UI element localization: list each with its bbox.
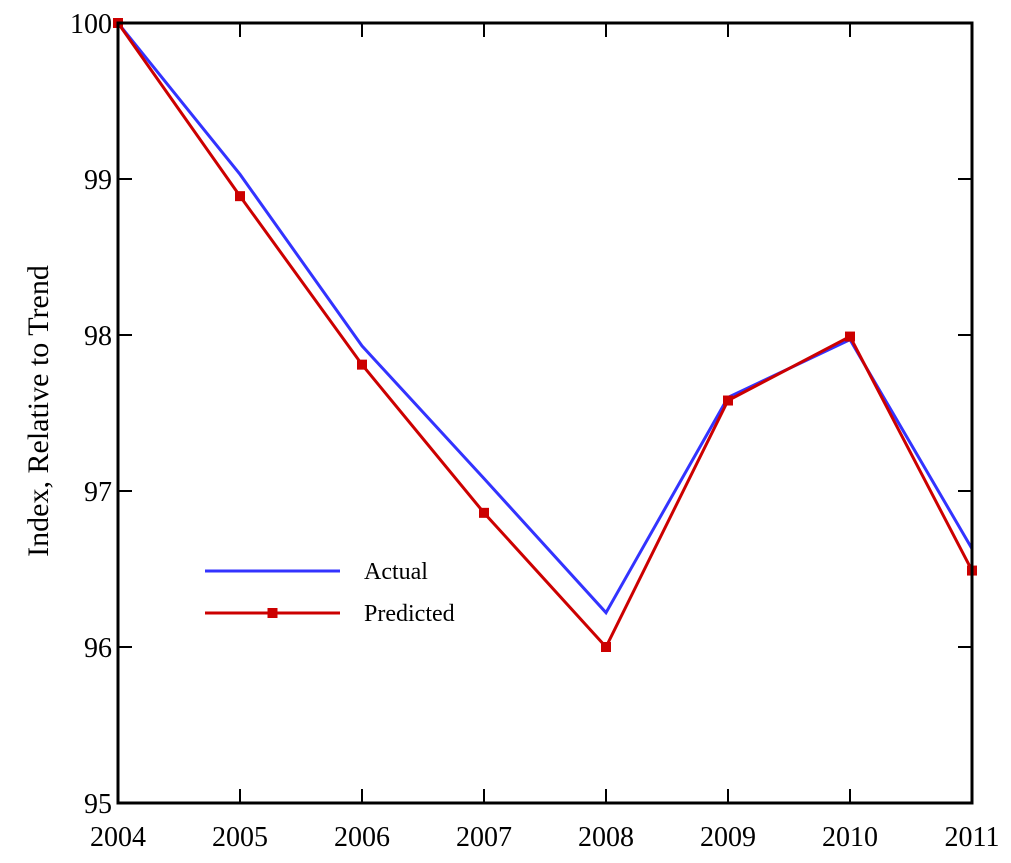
series-marker-predicted: [601, 642, 611, 652]
y-tick-label: 98: [84, 321, 112, 352]
series-line-actual: [116, 22, 974, 616]
series-marker-predicted: [479, 507, 489, 518]
series-line-predicted: [116, 22, 974, 650]
x-tick-label: 2005: [212, 822, 268, 853]
x-tick-label: 2009: [700, 822, 756, 853]
legend-marker-predicted: [267, 608, 278, 618]
x-axis: 2004 2005 2006 2007 2008 2009 2010 2011: [90, 23, 999, 853]
x-tick-label: 2008: [578, 822, 634, 853]
y-tick-label: 96: [84, 633, 112, 664]
y-tick-label: 95: [84, 789, 112, 820]
legend: Actual Predicted: [205, 559, 455, 627]
y-axis-title: Index, Relative to Trend: [22, 265, 55, 557]
y-axis: 95 96 97 98 99 100: [70, 9, 972, 820]
series-marker-predicted: [723, 395, 733, 406]
y-tick-label: 100: [70, 9, 112, 40]
x-tick-label: 2006: [334, 822, 390, 853]
y-tick-label: 99: [84, 165, 112, 196]
legend-label-actual: Actual: [364, 559, 428, 585]
x-tick-label: 2010: [822, 822, 878, 853]
y-tick-label: 97: [84, 477, 112, 508]
plot-area: [113, 18, 977, 652]
series-marker-predicted: [235, 191, 245, 202]
series-marker-predicted: [357, 359, 367, 370]
series-marker-predicted: [845, 331, 855, 342]
x-tick-label: 2007: [456, 822, 512, 853]
x-tick-label: 2004: [90, 822, 146, 853]
plot-frame: [116, 21, 974, 805]
x-tick-label: 2011: [945, 822, 1000, 853]
legend-label-predicted: Predicted: [364, 601, 455, 627]
